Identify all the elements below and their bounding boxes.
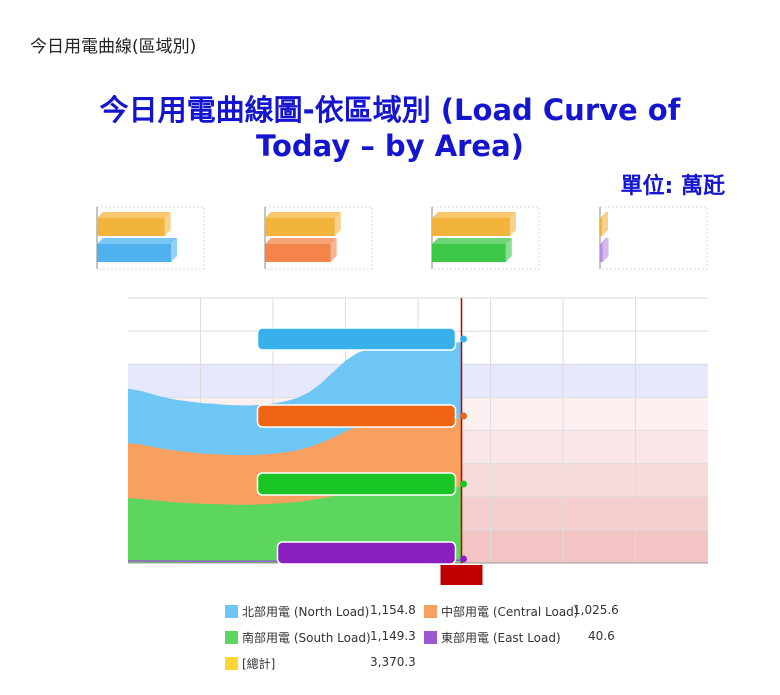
unit-label: 單位: 萬瓩 [620,174,725,199]
legend-swatch [225,657,238,670]
tooltip-point [460,335,467,343]
chart-title-line2: Today – by Area) [256,129,524,163]
bar-side-face [164,212,171,236]
legend-label: 東部用電 (East Load) [441,631,561,645]
bar-side-face [334,212,341,236]
legend-item[interactable]: 北部用電 (North Load) [225,603,369,620]
bar-north-1 [97,244,172,262]
tooltip-central [256,404,457,428]
chart-title: 今日用電曲線圖-依區域別 (Load Curve of Today – by A… [40,92,740,164]
bar-south-0 [432,218,510,236]
bar-central-0 [265,218,335,236]
bar-top-face [97,238,178,244]
legend-swatch [424,631,437,644]
legend-label: 中部用電 (Central Load) [441,605,579,619]
tooltip-south [256,472,457,496]
chart-title-line1: 今日用電曲線圖-依區域別 (Load Curve of [99,93,681,127]
legend-value: 1,149.3 [370,629,416,643]
bar-side-face [505,238,512,262]
legend-label: 南部用電 (South Load) [242,631,371,645]
bar-side-face [602,238,609,262]
tooltip-point [460,412,467,420]
legend-label: 北部用電 (North Load) [242,605,370,619]
bar-top-face [265,212,341,218]
bar-top-face [432,238,512,244]
tooltip-point [460,480,467,488]
bar-side-face [171,238,178,262]
legend-item[interactable]: 東部用電 (East Load) [424,629,561,646]
current-time-badge [440,565,483,585]
tooltip-east [276,541,457,565]
legend-swatch [225,605,238,618]
bar-side-face [602,212,608,236]
bar-top-face [600,238,609,244]
bar-top-face [97,212,171,218]
bar-side-face [330,238,337,262]
legend-item[interactable]: [總計] [225,655,275,672]
legend-label: [總計] [242,657,276,671]
legend-swatch [225,631,238,644]
tooltip-north [256,327,457,351]
bar-north-0 [97,218,165,236]
legend-swatch [424,605,437,618]
bar-top-face [265,238,337,244]
bar-top-face [600,212,608,218]
tooltip-point [460,555,467,563]
legend-value: 3,370.3 [370,655,416,669]
bar-top-face [432,212,516,218]
bar-south-1 [432,244,506,262]
legend-value: 1,025.6 [573,603,619,617]
legend-item[interactable]: 南部用電 (South Load) [225,629,371,646]
bar-panel-frame [96,206,205,270]
bar-panel-frame [264,206,373,270]
legend-value: 1,154.8 [370,603,416,617]
bar-central-1 [265,244,331,262]
bar-panel-frame [431,206,540,270]
page-label: 今日用電曲線(區域別) [30,37,197,57]
bar-side-face [509,212,516,236]
legend-item[interactable]: 中部用電 (Central Load) [424,603,578,620]
bar-panel-frame [599,206,708,270]
legend-value: 40.6 [588,629,615,643]
bar-east-1 [600,244,603,262]
bar-east-0 [600,218,602,236]
